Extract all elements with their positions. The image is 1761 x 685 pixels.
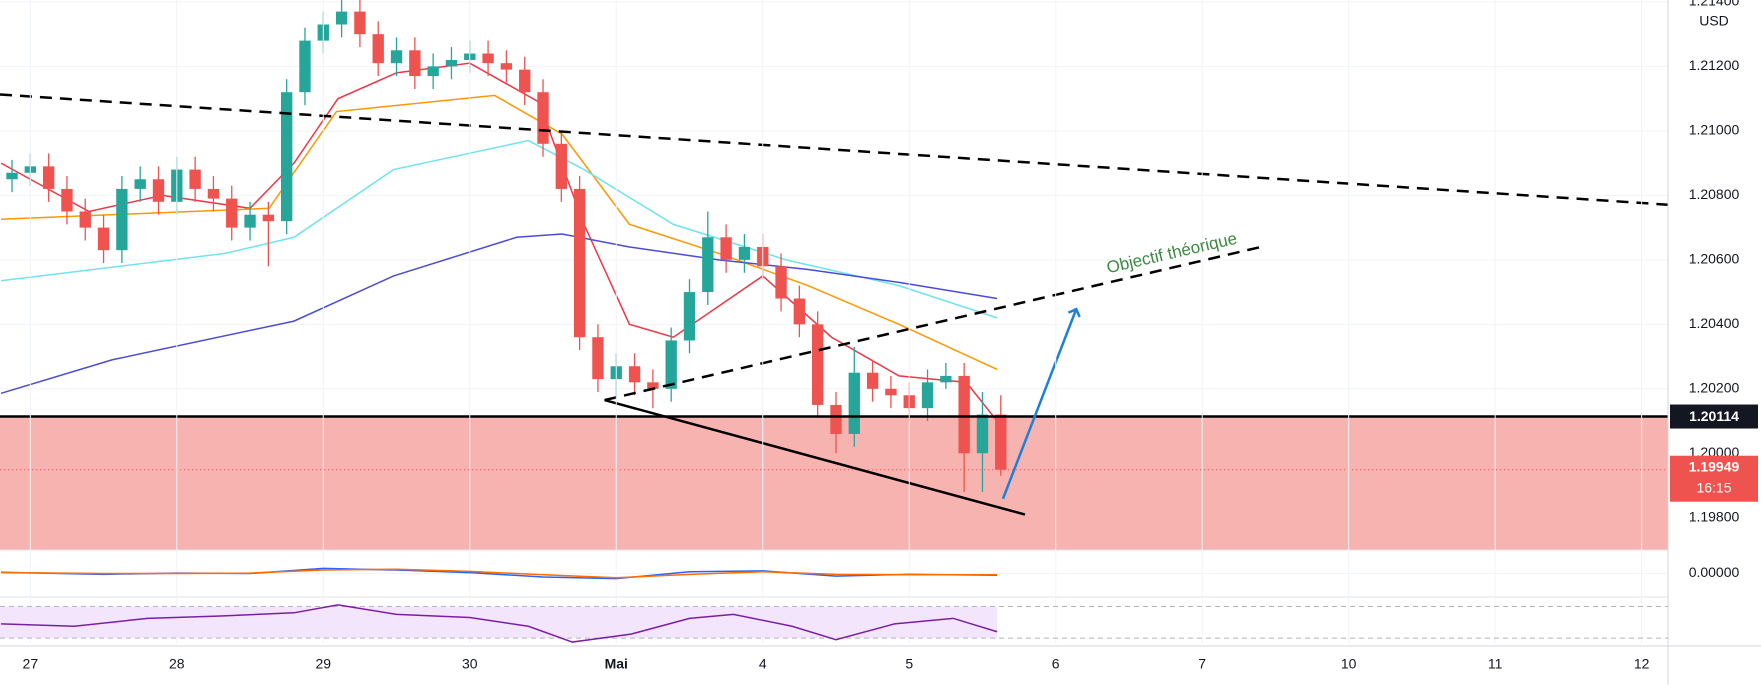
candle-body: [592, 337, 604, 380]
y-tick-label: 1.19800: [1689, 508, 1740, 524]
main-panel: [0, 0, 1668, 550]
last-price-label: 1.19949: [1689, 458, 1740, 474]
candle-body: [299, 40, 311, 93]
candle-body: [244, 214, 256, 228]
candle-body: [848, 372, 860, 434]
annotation: Objectif théorique: [1105, 229, 1239, 277]
candle-body: [116, 188, 128, 251]
x-tick-label: 29: [315, 656, 331, 672]
candle-body: [500, 63, 513, 70]
y-tick-label: 1.21000: [1689, 122, 1740, 138]
level-label: 1.20114: [1689, 408, 1739, 424]
candle-body: [482, 53, 494, 64]
candle-body: [226, 198, 238, 228]
candle-body: [995, 414, 1007, 470]
moving-average: [0, 94, 998, 371]
x-tick-label: 7: [1198, 656, 1206, 672]
moving-average: [0, 233, 998, 395]
candle-body: [720, 237, 732, 260]
candle-body: [793, 298, 806, 325]
trendline: [604, 245, 1264, 402]
candle-body: [189, 169, 201, 189]
x-tick-label: 28: [169, 656, 185, 672]
candle-body: [738, 246, 751, 260]
candle-body: [921, 382, 934, 409]
candle-body: [409, 50, 421, 77]
y-tick-label: 1.20800: [1689, 186, 1740, 202]
candle-body: [134, 179, 146, 189]
trendline: [1001, 307, 1081, 500]
rsi-line: [1, 604, 998, 643]
y-tick-label: 1.20400: [1689, 315, 1740, 331]
y-tick-label: 1.21400: [1689, 0, 1740, 9]
candle-body: [519, 69, 531, 93]
candle-body: [152, 179, 165, 202]
last-price-box: [1670, 455, 1758, 502]
candle-body: [830, 404, 842, 434]
candle-body: [628, 366, 641, 383]
candle-body: [683, 292, 696, 341]
candle-body: [665, 340, 677, 389]
candle-body: [885, 388, 897, 396]
candle-body: [940, 375, 952, 383]
countdown-label: 16:15: [1696, 479, 1731, 495]
candle-body: [262, 214, 275, 222]
candle-body: [354, 11, 366, 35]
y-tick-label: 1.20600: [1689, 251, 1740, 267]
candle-body: [372, 34, 384, 64]
candle-body: [573, 188, 586, 338]
candle-body: [280, 92, 293, 222]
candle-body: [207, 188, 220, 199]
y-tick-label: 0.00000: [1689, 564, 1740, 580]
x-tick-label: 10: [1341, 656, 1357, 672]
x-tick-label: 5: [905, 656, 913, 672]
x-tick-label: 6: [1052, 656, 1060, 672]
candle-body: [866, 372, 879, 389]
moving-average: [0, 139, 998, 319]
candle-body: [702, 237, 714, 293]
candle-body: [79, 211, 91, 228]
y-tick-label: 1.20200: [1689, 380, 1740, 396]
candle-body: [42, 166, 55, 189]
candle-body: [555, 143, 567, 189]
level-label-box: [1670, 404, 1758, 429]
support-zone: [0, 416, 1668, 550]
x-tick-label: Mai: [605, 656, 628, 672]
x-tick-label: 11: [1488, 656, 1503, 672]
candle-body: [6, 172, 18, 180]
currency-label: USD: [1699, 13, 1729, 29]
x-tick-label: 27: [23, 656, 39, 672]
candle-body: [61, 188, 73, 212]
candle-body: [811, 324, 824, 405]
trendline: [604, 398, 1026, 516]
x-tick-label: 4: [759, 656, 767, 672]
candle-body: [427, 66, 439, 77]
candle-body: [958, 375, 970, 454]
candle-body: [335, 11, 348, 25]
x-tick-label: 30: [462, 656, 478, 672]
candle-body: [647, 382, 659, 389]
y-tick-label: 1.21200: [1689, 57, 1740, 73]
candle-body: [537, 92, 549, 144]
macd-line: [1, 568, 998, 579]
candle-body: [390, 50, 403, 64]
trendline: [0, 93, 1668, 206]
candle-body: [775, 266, 787, 299]
candle-body: [976, 414, 989, 454]
x-tick-label: 12: [1634, 656, 1650, 672]
candle-body: [97, 227, 110, 251]
candle-body: [445, 59, 458, 67]
